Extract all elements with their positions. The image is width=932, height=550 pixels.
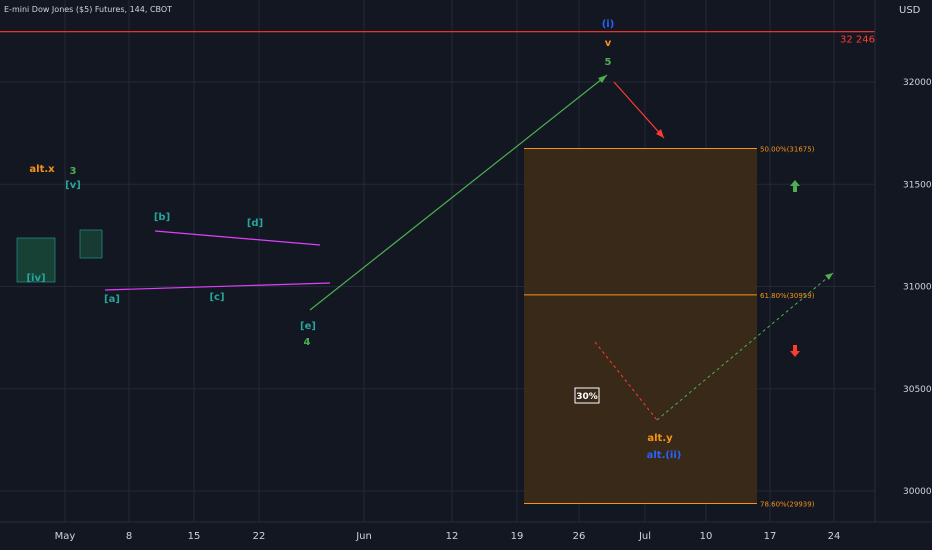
wave-drawings (16, 74, 834, 421)
triangle-lower-line (104, 282, 331, 291)
symbol-title: E-mini Dow Jones ($5) Futures, 144, CBOT (4, 5, 173, 14)
wave-b-label: [b] (154, 212, 170, 223)
triangle-upper-line (154, 230, 321, 246)
alt-red-dashed-line (594, 341, 658, 421)
wave-4-label: 4 (304, 337, 311, 348)
red-projection-line (613, 81, 665, 139)
wave-c-label: [c] (209, 292, 224, 303)
fib-percentage-label: 30% (576, 392, 598, 402)
x-axis[interactable]: May 8 15 22 Jun 12 19 26 Jul 10 17 24 (0, 521, 932, 542)
fib-zone: 50.00%(31675) 61.80%(30959) 78.60%(29939) 3… (524, 145, 815, 508)
x-tick-label: 15 (188, 531, 201, 542)
x-tick-label: 10 (700, 531, 713, 542)
wave-i-label: (i) (602, 19, 615, 30)
fib-zone-box (524, 148, 757, 504)
x-tick-label: 12 (446, 531, 459, 542)
fib-percentage-badge: 30% (574, 387, 600, 404)
y-tick-label: 31000 (903, 283, 932, 293)
wave-d-label: [d] (247, 218, 263, 229)
x-tick-label: Jun (355, 531, 372, 542)
wave-3-label: 3 (70, 166, 77, 177)
alt-green-dashed-line (656, 272, 834, 421)
wave-v-label: [v] (65, 180, 81, 191)
x-tick-label: Jul (638, 531, 651, 542)
up-arrow-icon (790, 180, 800, 192)
wave-labels: 3 4 5 [iv] [v] [a] [b] [c] [d] [e] (i) v alt.x alt.y a… (26, 19, 681, 461)
x-tick-label: 26 (573, 531, 586, 542)
red-arrowhead-icon (656, 129, 664, 138)
currency-label[interactable]: USD (899, 5, 921, 16)
support-label: 32 246 (840, 35, 875, 46)
wave-5-label: 5 (605, 57, 612, 68)
iv-box (16, 237, 56, 283)
fib-level-label: 78.60%(29939) (760, 500, 815, 508)
x-tick-label: May (55, 531, 76, 542)
alt-y-label: alt.y (647, 433, 673, 444)
x-tick-label: 19 (511, 531, 524, 542)
wave-iv-label: [iv] (26, 273, 45, 284)
x-tick-label: 22 (253, 531, 266, 542)
horizontal-levels: 34 36332 246 (0, 31, 875, 357)
alt-green-arrowhead-icon (825, 273, 833, 280)
wave-e-label: [e] (300, 321, 316, 332)
wave-a-label: [a] (104, 294, 120, 305)
y-axis[interactable]: 3000030500310003150032000325003300033500… (874, 0, 932, 522)
fib-percentage-box (574, 387, 600, 404)
y-tick-label: 31500 (903, 180, 932, 190)
x-tick-label: 8 (126, 531, 132, 542)
down-arrow-icon (790, 345, 800, 357)
green-arrowhead-icon (598, 75, 607, 83)
wave-v-minor-label: v (605, 38, 612, 49)
fib-level-label: 50.00%(31675) (760, 145, 815, 153)
alt-ii-label: alt.(ii) (647, 450, 682, 461)
y-tick-label: 32000 (903, 78, 932, 88)
v-box (79, 229, 103, 259)
fib-level-label: 61.80%(30959) (760, 292, 815, 300)
green-projection-line (309, 74, 608, 311)
y-tick-label: 30500 (903, 385, 932, 395)
x-tick-label: 24 (828, 531, 841, 542)
y-tick-label: 30000 (903, 487, 932, 497)
alt-x-label: alt.x (29, 164, 55, 175)
x-tick-label: 17 (764, 531, 777, 542)
